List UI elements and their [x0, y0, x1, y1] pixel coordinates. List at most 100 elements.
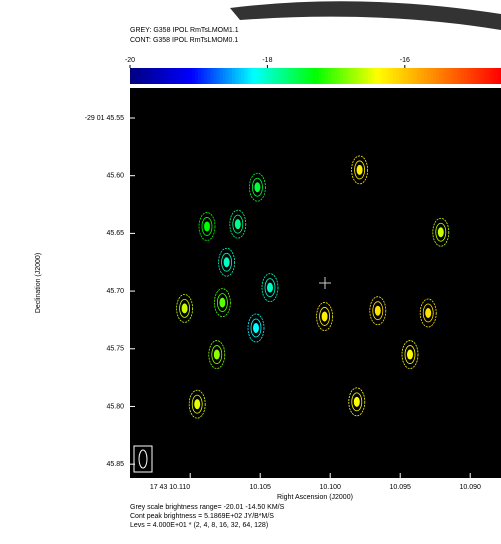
x-tick-label: 10.105	[249, 484, 271, 491]
colorbar-segment	[405, 68, 409, 84]
colorbar-segment	[247, 68, 252, 84]
colorbar-segment	[337, 68, 341, 84]
colorbar-segment	[207, 68, 211, 84]
colorbar-segment	[327, 68, 332, 84]
contour	[248, 172, 266, 202]
y-axis-label: Declination (J2000)	[35, 253, 42, 313]
colorbar-segment	[374, 68, 378, 84]
colorbar-segment	[377, 68, 382, 84]
contour	[211, 345, 223, 364]
colorbar-segment	[148, 68, 153, 84]
colorbar-segment	[170, 68, 174, 84]
colorbar-segment	[454, 68, 459, 84]
source	[321, 311, 328, 322]
contour	[247, 313, 265, 343]
colorbar-segment	[494, 68, 499, 84]
title-line: GREY: G358 IPOL RmTsLMOM1.1	[130, 27, 239, 34]
contour	[218, 247, 236, 277]
colorbar-segment	[253, 68, 258, 84]
contour	[401, 340, 419, 369]
colorbar-segment	[185, 68, 190, 84]
colorbar-segment	[216, 68, 221, 84]
center-cross	[319, 277, 331, 289]
colorbar-segment	[130, 68, 134, 84]
contour	[250, 318, 262, 338]
colorbar-segment	[232, 68, 236, 84]
colorbar-segment	[473, 68, 477, 84]
source	[254, 182, 261, 193]
colorbar-segment	[318, 68, 323, 84]
contour	[216, 293, 228, 313]
colorbar-segment	[300, 68, 304, 84]
colorbar-segment	[241, 68, 245, 84]
colorbar-segment	[395, 68, 400, 84]
source	[181, 303, 188, 314]
colorbar-segment	[442, 68, 446, 84]
colorbar-segment	[219, 68, 224, 84]
colorbar-tick-label: -20	[125, 57, 135, 64]
beam	[133, 445, 153, 473]
colorbar-segment	[368, 68, 372, 84]
contour	[351, 155, 369, 185]
colorbar-segment	[160, 68, 165, 84]
y-tick-label: 45.60	[106, 173, 124, 180]
colorbar-segment	[281, 68, 286, 84]
contour	[176, 293, 194, 323]
colorbar-segment	[303, 68, 307, 84]
x-tick-label: 10.090	[459, 484, 481, 491]
contour	[419, 298, 437, 328]
x-tick-label: 10.095	[389, 484, 411, 491]
contour	[261, 273, 279, 303]
y-tick-label: 45.65	[106, 230, 124, 237]
colorbar-segment	[392, 68, 397, 84]
y-tick-label: 45.75	[106, 346, 124, 353]
source	[267, 282, 273, 293]
colorbar-segment	[201, 68, 205, 84]
y-tick-label: 45.80	[106, 403, 124, 410]
colorbar-segment	[383, 68, 388, 84]
y-tick-label: 45.70	[106, 288, 124, 295]
contour	[372, 301, 384, 321]
colorbar-segment	[266, 68, 270, 84]
x-tick-label: 10.100	[319, 484, 341, 491]
colorbar-segment	[235, 68, 239, 84]
colorbar-segment	[256, 68, 261, 84]
plot-area	[130, 88, 501, 478]
contour	[191, 394, 203, 414]
colorbar-segment	[349, 68, 354, 84]
colorbar-segment	[204, 68, 208, 84]
colorbar-segment	[346, 68, 351, 84]
source	[425, 308, 432, 318]
colorbar-segment	[198, 68, 202, 84]
colorbar-segment	[488, 68, 493, 84]
source	[204, 221, 210, 232]
colorbar-segment	[182, 68, 187, 84]
colorbar-segment	[142, 68, 147, 84]
colorbar-segment	[340, 68, 344, 84]
source	[407, 349, 413, 360]
colorbar-segment	[445, 68, 450, 84]
colorbar-segment	[324, 68, 329, 84]
colorbar-segment	[213, 68, 218, 84]
contour	[213, 288, 231, 318]
source	[219, 297, 226, 308]
colorbar-segment	[451, 68, 456, 84]
source	[374, 305, 381, 316]
colorbar-segment	[312, 68, 317, 84]
colorbar-segment	[334, 68, 338, 84]
colorbar-segment	[423, 68, 428, 84]
source	[194, 399, 201, 410]
contour	[354, 160, 366, 180]
contour	[188, 389, 206, 419]
colorbar-tick-label: -18	[262, 57, 272, 64]
colorbar-segment	[269, 68, 273, 84]
colorbar-segment	[364, 68, 369, 84]
colorbar-segment	[136, 68, 140, 84]
contour	[369, 296, 387, 326]
colorbar-segment	[460, 68, 465, 84]
colorbar-segment	[154, 68, 159, 84]
contour	[232, 214, 244, 234]
colorbar-segment	[139, 68, 143, 84]
colorbar-segment	[448, 68, 453, 84]
colorbar-segment	[479, 68, 484, 84]
